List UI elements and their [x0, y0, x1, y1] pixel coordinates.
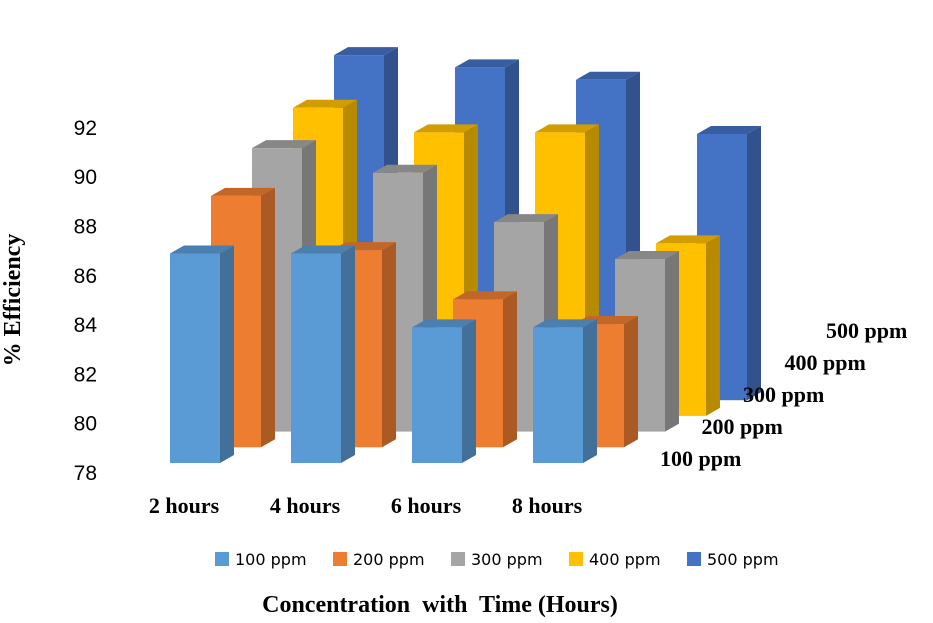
depth-axis-labels: 100 ppm 200 ppm 300 ppm 400 ppm 500 ppm [660, 318, 907, 471]
y-tick-label: 82 [74, 363, 97, 386]
bar-100-ppm-4-hours [291, 245, 355, 463]
legend-label: 200 ppm [353, 550, 425, 569]
y-tick-label: 78 [74, 462, 97, 485]
depth-label: 100 ppm [660, 446, 741, 471]
bars-group [170, 47, 761, 463]
y-tick-label: 92 [74, 117, 97, 140]
x-tick-label: 4 hours [270, 493, 341, 518]
y-axis-ticks: 78 80 82 84 86 88 90 92 [74, 117, 98, 485]
legend-swatch [333, 552, 347, 566]
depth-label: 400 ppm [785, 350, 866, 375]
legend-label: 100 ppm [235, 550, 307, 569]
legend: 100 ppm 200 ppm 300 ppm 400 ppm 500 ppm [215, 550, 779, 569]
bar-100-ppm-2-hours [170, 245, 234, 463]
y-tick-label: 90 [74, 166, 97, 189]
legend-label: 400 ppm [589, 550, 661, 569]
legend-item: 200 ppm [333, 550, 425, 569]
x-tick-label: 6 hours [391, 493, 462, 518]
legend-swatch [451, 552, 465, 566]
y-tick-label: 86 [74, 265, 97, 288]
legend-label: 500 ppm [707, 550, 779, 569]
legend-item: 300 ppm [451, 550, 543, 569]
depth-label: 500 ppm [826, 318, 907, 343]
y-tick-label: 84 [74, 314, 98, 337]
legend-item: 500 ppm [687, 550, 779, 569]
legend-item: 100 ppm [215, 550, 307, 569]
bar-100-ppm-6-hours [412, 319, 476, 463]
depth-label: 200 ppm [702, 414, 783, 439]
x-tick-label: 2 hours [149, 493, 220, 518]
legend-swatch [215, 552, 229, 566]
y-tick-label: 80 [74, 413, 97, 436]
y-tick-label: 88 [74, 216, 97, 239]
bar-100-ppm-8-hours [533, 319, 597, 463]
x-tick-label: 8 hours [512, 493, 583, 518]
legend-swatch [687, 552, 701, 566]
x-axis-title: Concentration with Time (Hours) [262, 592, 618, 618]
legend-swatch [569, 552, 583, 566]
legend-item: 400 ppm [569, 550, 661, 569]
legend-label: 300 ppm [471, 550, 543, 569]
depth-label: 300 ppm [743, 382, 824, 407]
x-axis-ticks: 2 hours 4 hours 6 hours 8 hours [149, 493, 583, 518]
y-axis-title: % Efficiency [0, 234, 26, 367]
